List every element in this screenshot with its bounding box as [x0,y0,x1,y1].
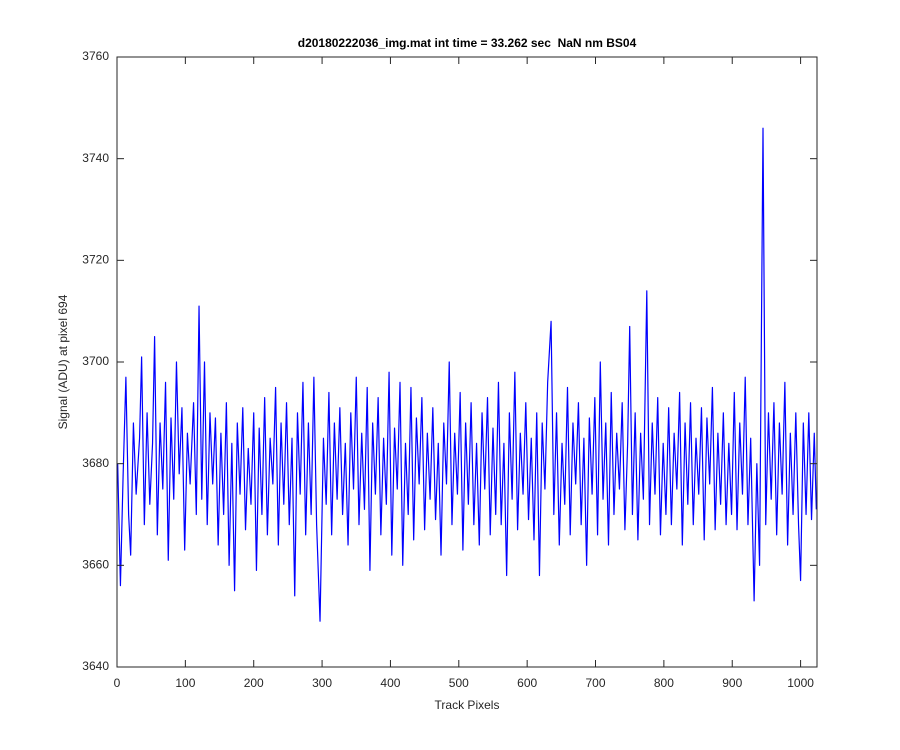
y-tick-label: 3720 [82,253,109,267]
data-line [117,127,817,622]
y-tick-label: 3740 [82,151,109,165]
x-tick-label: 900 [722,676,742,690]
y-tick-label: 3700 [82,354,109,368]
y-tick-label: 3640 [82,659,109,673]
x-axis-label: Track Pixels [435,698,500,712]
x-tick-label: 0 [114,676,121,690]
x-tick-label: 600 [517,676,537,690]
x-tick-label: 300 [312,676,332,690]
chart-title: d20180222036_img.mat int time = 33.262 s… [298,36,637,50]
x-tick-label: 500 [449,676,469,690]
x-tick-label: 800 [654,676,674,690]
x-tick-label: 1000 [787,676,814,690]
y-axis-label: Signal (ADU) at pixel 694 [56,294,70,429]
y-tick-label: 3660 [82,558,109,572]
x-tick-label: 400 [380,676,400,690]
x-tick-label: 100 [175,676,195,690]
y-tick-label: 3760 [82,49,109,63]
y-tick-label: 3680 [82,456,109,470]
x-tick-label: 700 [586,676,606,690]
x-tick-label: 200 [244,676,264,690]
